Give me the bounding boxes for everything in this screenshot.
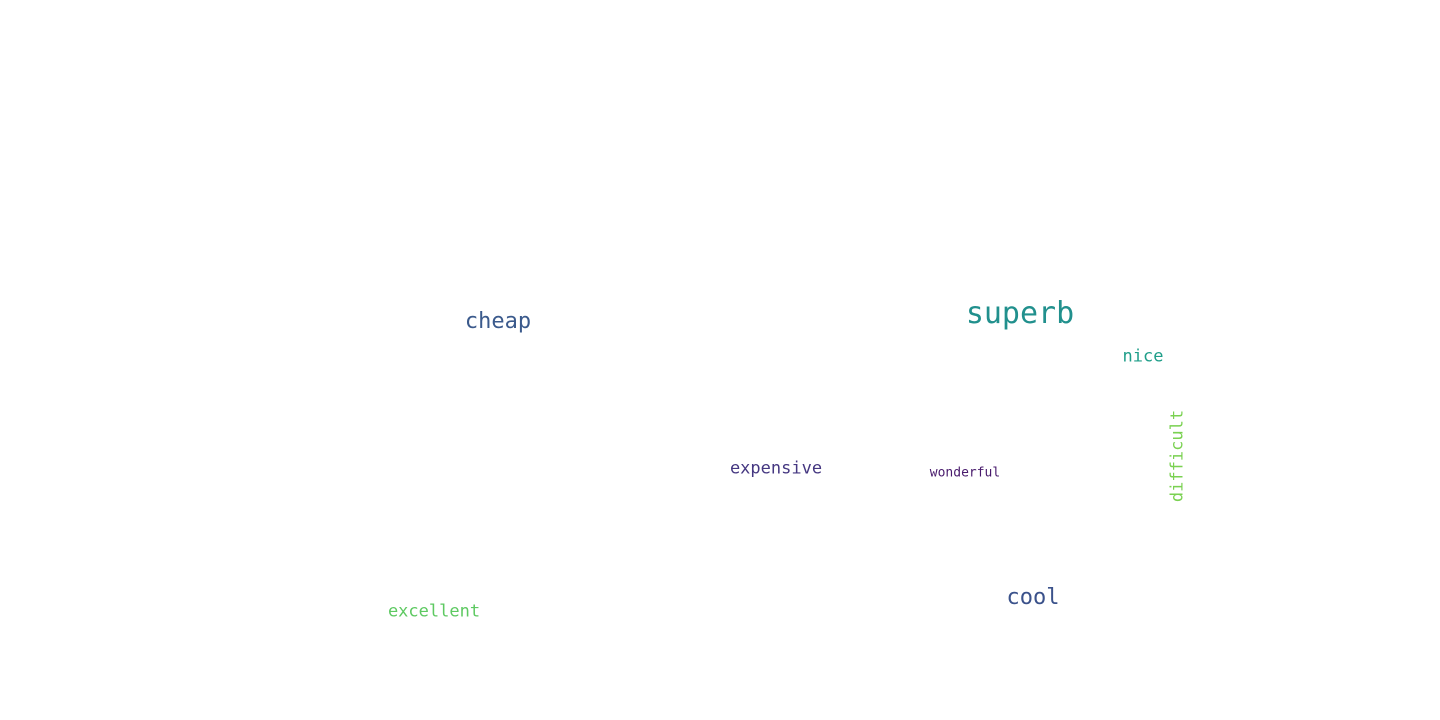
word-nice: nice (1122, 346, 1164, 367)
word-cheap: cheap (464, 309, 532, 334)
word-difficult: difficult (1167, 409, 1188, 503)
word-excellent: excellent (387, 601, 481, 622)
word-expensive: expensive (729, 458, 823, 479)
word-cool: cool (1006, 585, 1060, 610)
word-wonderful: wonderful (929, 465, 1001, 481)
word-superb: superb (965, 296, 1075, 331)
